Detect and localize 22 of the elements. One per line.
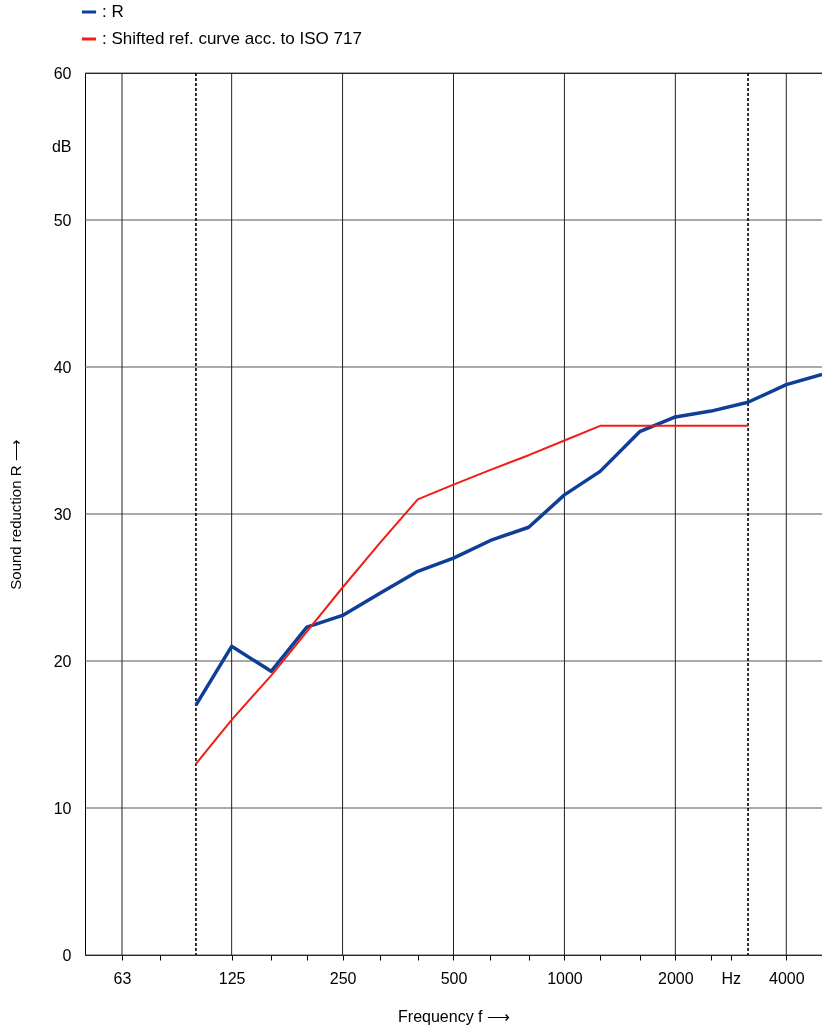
legend-label: : R [102, 2, 124, 21]
y-tick-label: dB [51, 138, 72, 155]
x-tick-label: 63 [113, 969, 132, 987]
y-tick-label: 60 [53, 64, 72, 82]
line-series [194, 372, 822, 707]
x-tick-label: 250 [329, 969, 357, 987]
x-tick-label: 4000 [768, 969, 805, 987]
line-series [194, 424, 750, 765]
y-axis-title: Sound reduction R ⟶ [6, 439, 24, 590]
y-tick-label: 0 [62, 946, 72, 964]
x-tick-label: 1000 [547, 969, 583, 987]
x-tick-label: 125 [218, 969, 246, 987]
y-tick-label: 20 [53, 652, 72, 670]
x-tick-label: 500 [440, 969, 468, 987]
legend-label: : Shifted ref. curve acc. to ISO 717 [102, 29, 362, 48]
y-tick-label: 30 [53, 505, 72, 523]
x-tick-label: Hz [721, 969, 742, 987]
y-tick-label: 10 [53, 799, 72, 817]
y-tick-label: 40 [53, 358, 72, 376]
x-axis-title: Frequency f ⟶ [398, 1007, 510, 1025]
y-tick-label: 50 [53, 211, 72, 229]
x-tick-label: 2000 [658, 969, 694, 987]
